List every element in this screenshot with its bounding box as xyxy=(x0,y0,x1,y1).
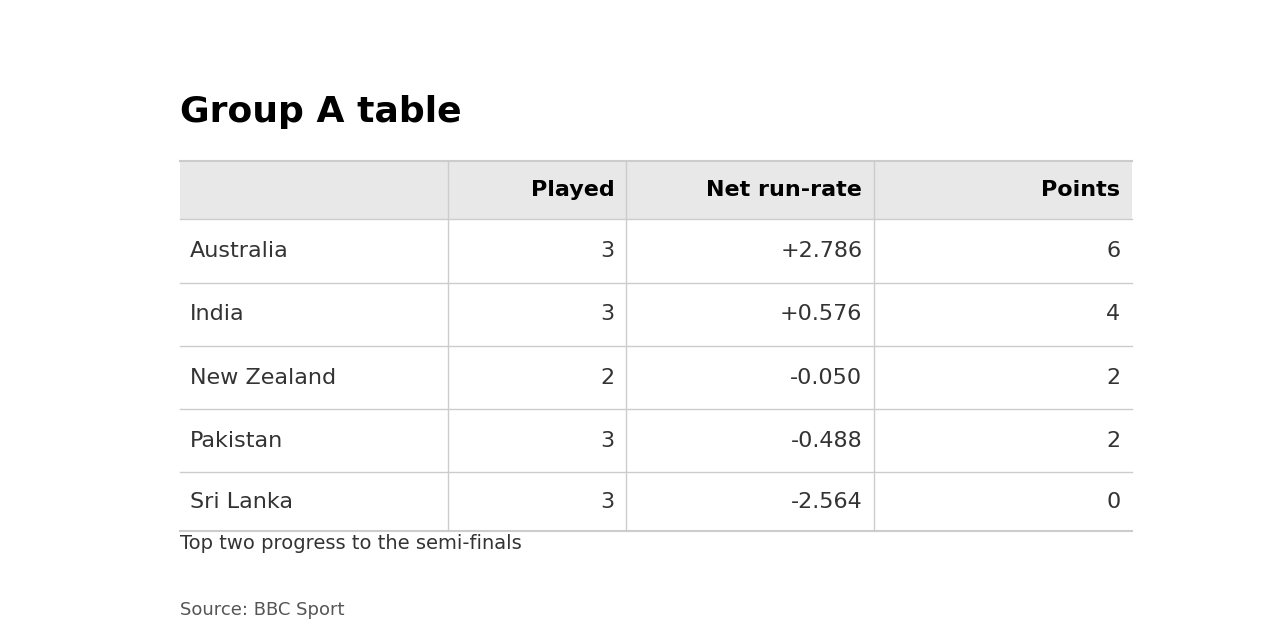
Text: 3: 3 xyxy=(600,492,614,512)
Text: 4: 4 xyxy=(1106,304,1120,324)
Text: Group A table: Group A table xyxy=(179,95,462,130)
Text: Source: BBC Sport: Source: BBC Sport xyxy=(179,602,344,619)
Text: Points: Points xyxy=(1041,180,1120,200)
Text: Pakistan: Pakistan xyxy=(189,431,283,451)
Text: India: India xyxy=(189,304,244,324)
Text: Top two progress to the semi-finals: Top two progress to the semi-finals xyxy=(179,534,521,553)
Text: +0.576: +0.576 xyxy=(780,304,863,324)
Text: C: C xyxy=(1107,606,1119,621)
Text: 3: 3 xyxy=(600,431,614,451)
Bar xyxy=(1094,597,1133,631)
Text: 3: 3 xyxy=(600,241,614,261)
Text: Australia: Australia xyxy=(189,241,288,261)
Text: 2: 2 xyxy=(600,368,614,387)
Text: +2.786: +2.786 xyxy=(781,241,863,261)
Bar xyxy=(1007,597,1044,631)
Text: 6: 6 xyxy=(1106,241,1120,261)
Text: Sri Lanka: Sri Lanka xyxy=(189,492,293,512)
Text: 2: 2 xyxy=(1106,368,1120,387)
Text: B: B xyxy=(1064,606,1075,621)
Text: -2.564: -2.564 xyxy=(791,492,863,512)
Text: 0: 0 xyxy=(1106,492,1120,512)
Text: 3: 3 xyxy=(600,304,614,324)
Text: Played: Played xyxy=(531,180,614,200)
Bar xyxy=(1051,597,1088,631)
Text: B: B xyxy=(1020,606,1032,621)
Text: -0.488: -0.488 xyxy=(791,431,863,451)
Text: -0.050: -0.050 xyxy=(790,368,863,387)
Text: New Zealand: New Zealand xyxy=(189,368,335,387)
Text: Net run-rate: Net run-rate xyxy=(707,180,863,200)
Text: 2: 2 xyxy=(1106,431,1120,451)
Bar xyxy=(179,161,1132,219)
